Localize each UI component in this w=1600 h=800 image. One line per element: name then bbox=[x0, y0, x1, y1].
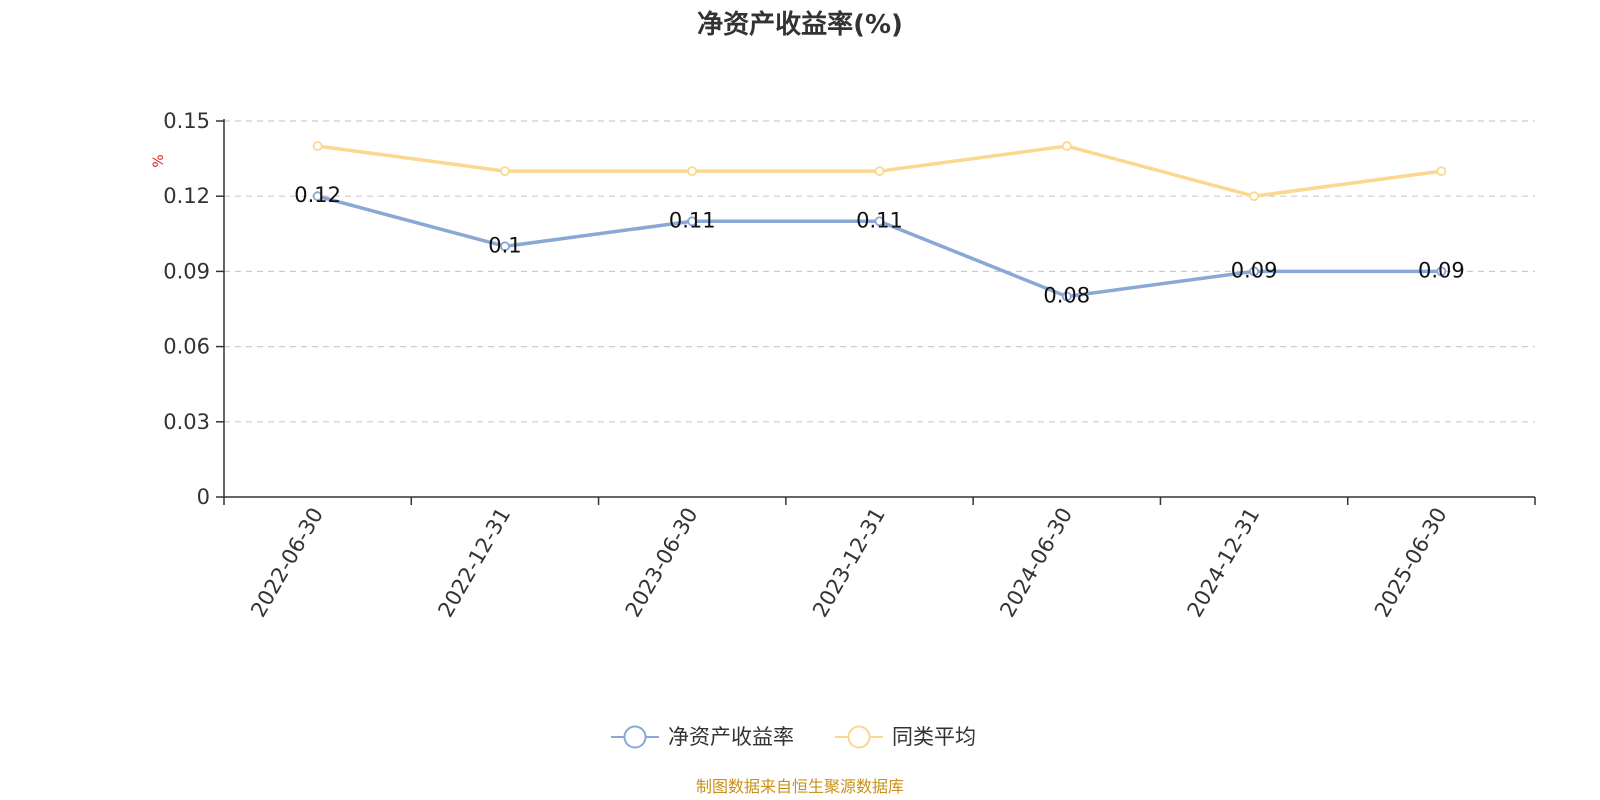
data-point bbox=[1061, 291, 1072, 302]
data-label: 0.11 bbox=[856, 208, 903, 232]
data-label: 0.12 bbox=[294, 183, 341, 207]
data-point bbox=[1061, 141, 1072, 151]
data-point bbox=[874, 166, 885, 177]
legend-marker bbox=[623, 725, 647, 749]
data-label: 0.11 bbox=[669, 208, 716, 232]
x-tick-label: 2023-06-30 bbox=[621, 504, 703, 622]
legend-marker bbox=[847, 725, 871, 749]
y-tick-label: 0.15 bbox=[163, 109, 210, 133]
x-tick-label: 2022-06-30 bbox=[246, 504, 328, 622]
data-point bbox=[1436, 166, 1447, 177]
y-tick-label: 0 bbox=[197, 485, 210, 509]
data-label: 0.08 bbox=[1043, 283, 1090, 307]
data-point bbox=[687, 216, 698, 227]
data-point bbox=[687, 166, 698, 177]
y-tick-label: 0.09 bbox=[163, 259, 210, 283]
data-point bbox=[874, 216, 885, 227]
data-point bbox=[500, 241, 510, 252]
legend-label: 净资产收益率 bbox=[668, 725, 794, 749]
x-tick-label: 2022-12-31 bbox=[433, 504, 515, 622]
data-labels: 0.12 0.1 0.11 0.11 0.08 0.09 0.09 bbox=[294, 183, 1464, 307]
y-tick-label: 0.12 bbox=[163, 184, 210, 208]
data-point bbox=[312, 191, 323, 202]
series-group bbox=[312, 141, 1447, 302]
data-point bbox=[312, 141, 323, 151]
data-point bbox=[1249, 191, 1259, 202]
x-tick-label: 2025-06-30 bbox=[1370, 504, 1452, 622]
x-tick-label: 2024-06-30 bbox=[995, 504, 1077, 622]
legend-label: 同类平均 bbox=[892, 725, 976, 749]
x-tick-label: 2023-12-31 bbox=[808, 504, 890, 622]
y-tick-label: 0.03 bbox=[163, 410, 210, 434]
data-label: 0.1 bbox=[488, 233, 521, 257]
legend: 净资产收益率 同类平均 bbox=[611, 725, 976, 749]
data-label: 0.09 bbox=[1231, 258, 1278, 282]
data-point bbox=[1436, 266, 1447, 277]
data-point bbox=[500, 166, 510, 177]
data-point bbox=[1249, 266, 1259, 277]
x-tick-label: 2024-12-31 bbox=[1183, 504, 1265, 622]
data-label: 0.09 bbox=[1418, 258, 1465, 282]
chart-title: 净资产收益率(%) bbox=[697, 9, 903, 40]
y-axis-unit: % bbox=[151, 154, 167, 167]
data-source-note: 制图数据来自恒生聚源数据库 bbox=[696, 777, 904, 796]
y-tick-label: 0.06 bbox=[163, 335, 210, 359]
